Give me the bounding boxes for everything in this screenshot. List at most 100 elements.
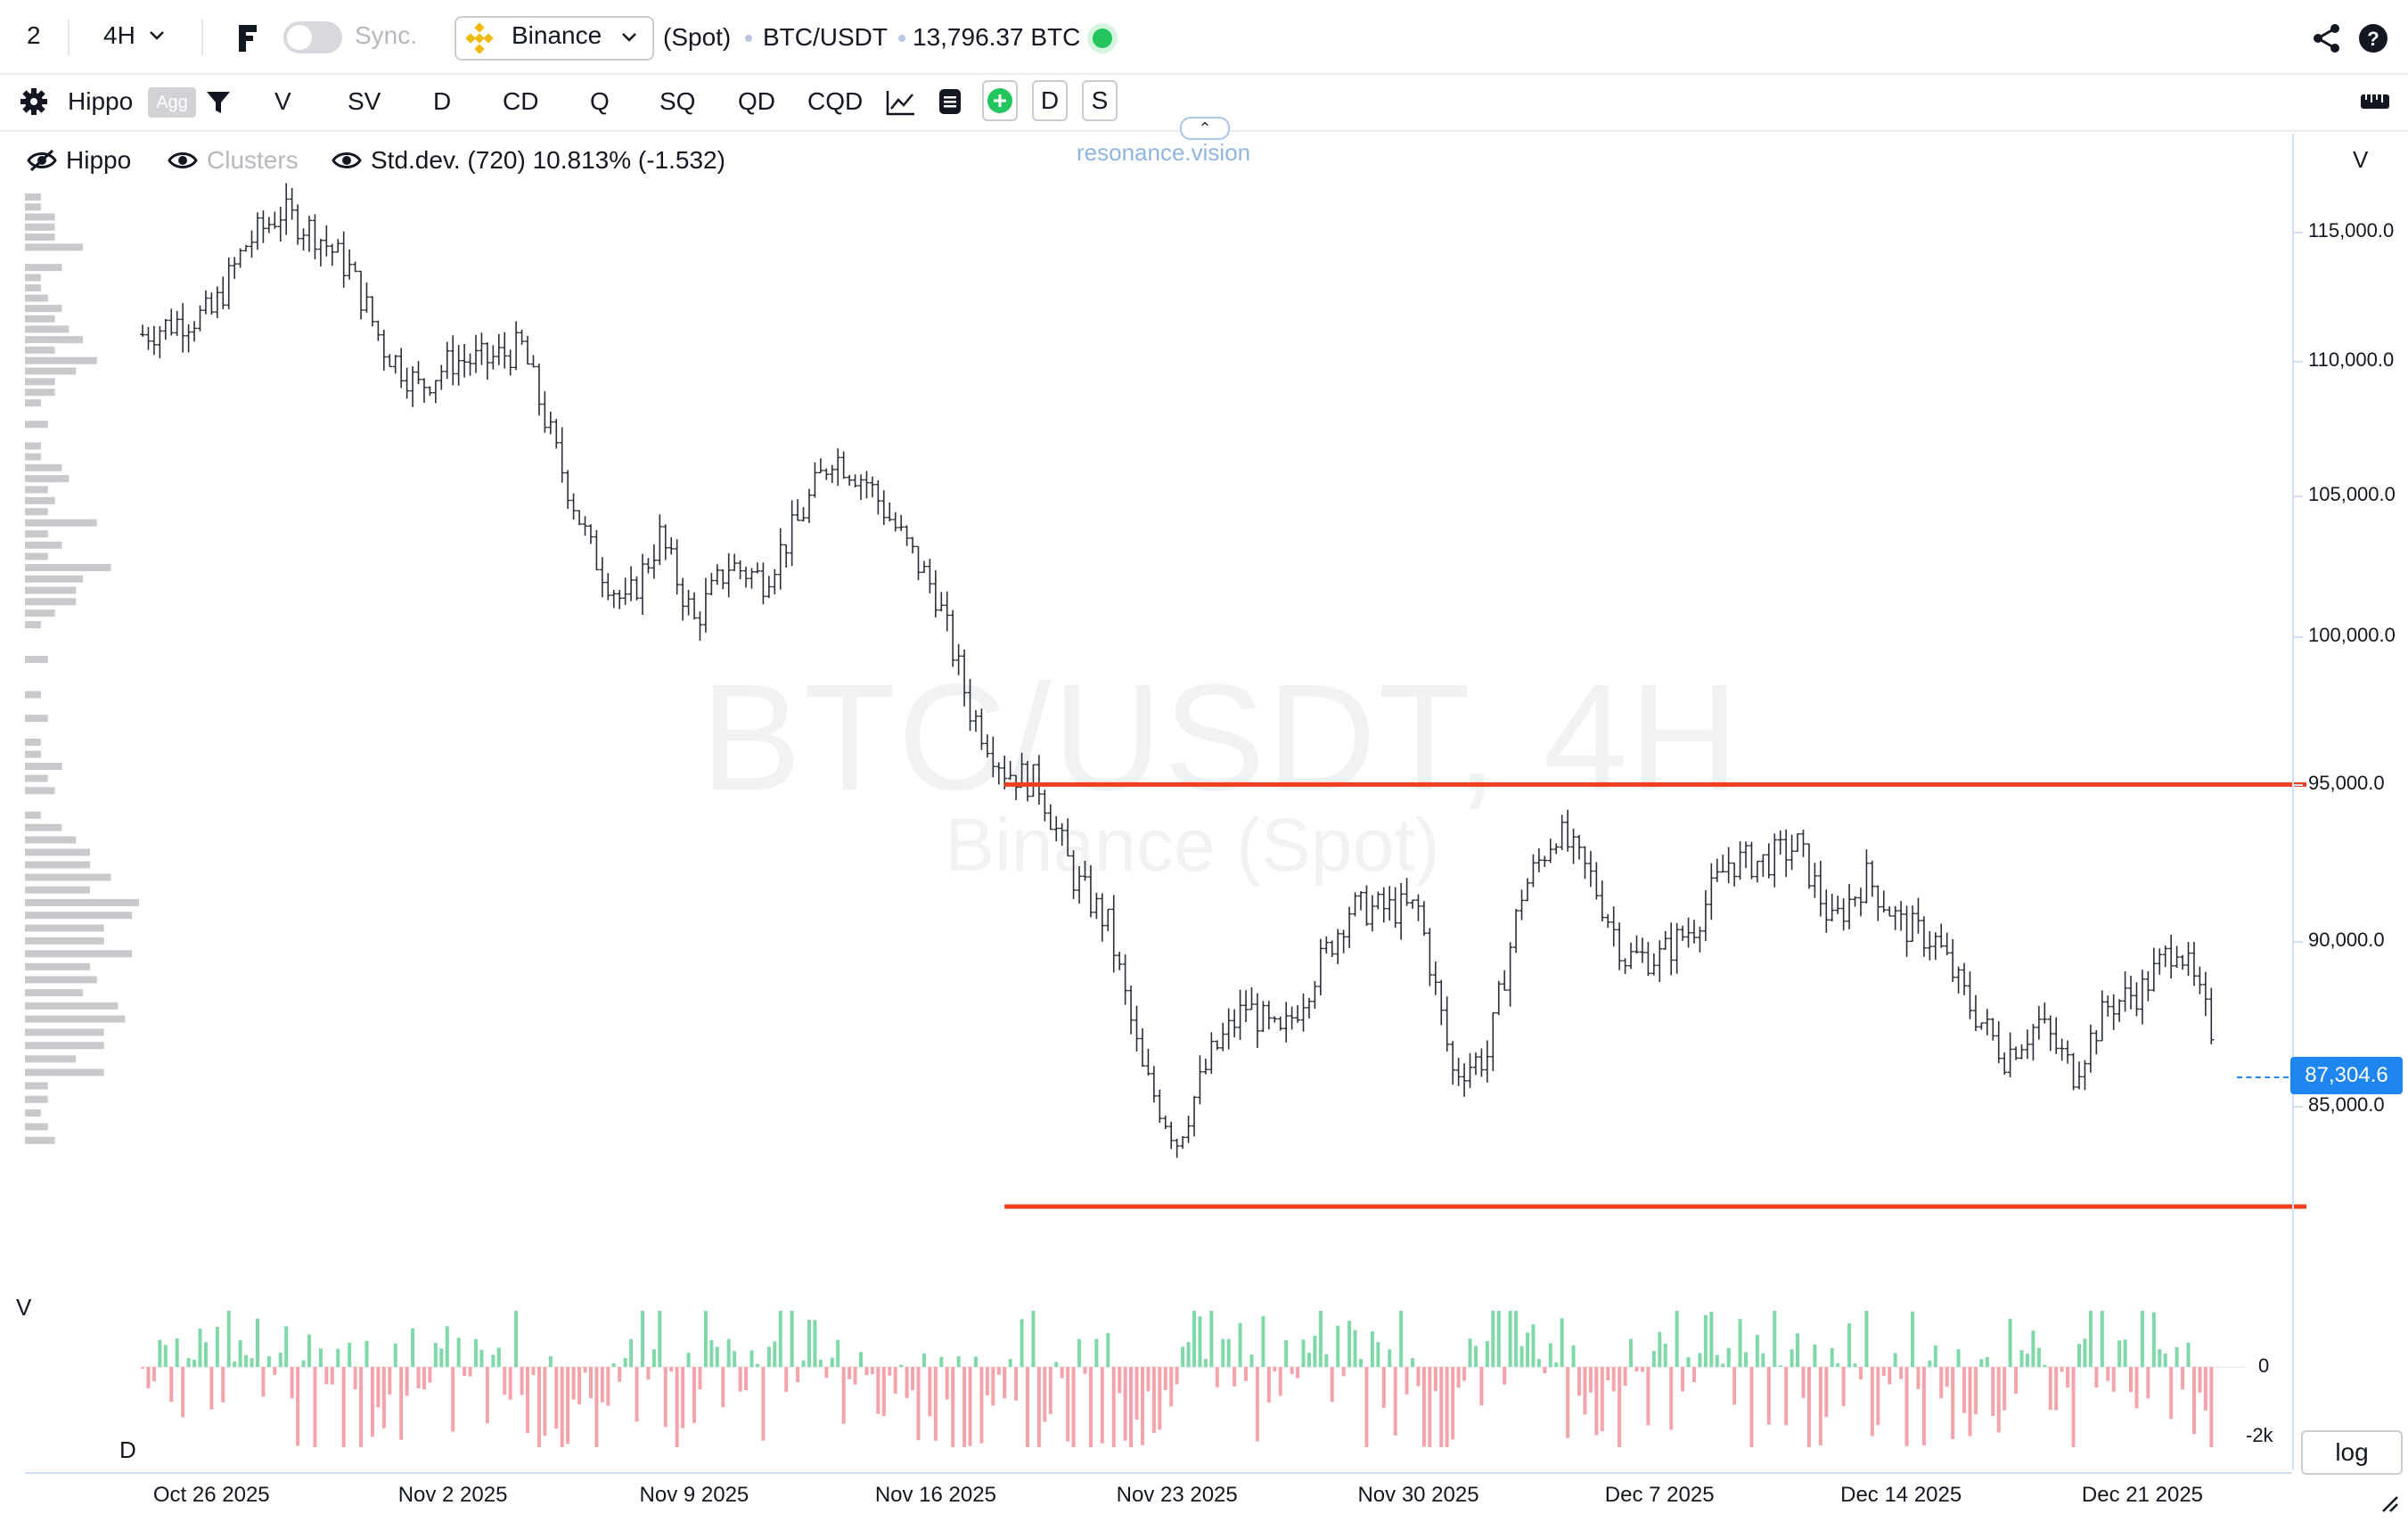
layout-count[interactable]: 2	[27, 21, 41, 49]
legend-clusters-label: Clusters	[207, 146, 299, 174]
ohlc-bar	[450, 335, 456, 386]
delta-bar	[1358, 1359, 1363, 1367]
delta-bar	[198, 1329, 202, 1367]
ohlc-bar	[754, 562, 760, 574]
toolbar-item-q[interactable]: Q	[590, 87, 610, 115]
ohlc-bar	[1962, 962, 1968, 995]
filter-icon[interactable]	[205, 89, 232, 116]
volume-profile-bar	[25, 274, 41, 282]
ohlc-bar	[1237, 989, 1243, 1041]
toolbar-item-sq[interactable]: SQ	[659, 87, 696, 115]
ohlc-bar	[634, 576, 640, 601]
ohlc-bar	[795, 499, 801, 521]
legend-stddev[interactable]: Std.dev. (720) 10.813% (-1.532)	[332, 146, 725, 175]
delta-bar	[2060, 1367, 2064, 1372]
delta-bar	[1726, 1347, 1731, 1367]
price-axis-tick	[2294, 232, 2303, 234]
delta-bar	[1066, 1367, 1070, 1442]
ohlc-bar	[1617, 922, 1623, 970]
delta-bar	[1060, 1367, 1064, 1379]
log-scale-button[interactable]: log	[2301, 1430, 2403, 1475]
ohlc-bar	[266, 217, 272, 233]
sync-label: Sync.	[355, 21, 418, 49]
delta-bar	[411, 1328, 415, 1367]
sync-toggle[interactable]	[283, 21, 342, 53]
delta-axis-zero: 0	[2258, 1354, 2270, 1377]
notes-icon[interactable]	[938, 87, 962, 116]
delta-bar	[1536, 1359, 1541, 1367]
add-indicator-button[interactable]	[982, 80, 1018, 121]
ohlc-bar	[1478, 1048, 1485, 1077]
interval-selector[interactable]: 4H	[103, 21, 168, 50]
ruler-icon[interactable]	[2360, 93, 2390, 110]
delta-bar	[1411, 1358, 1415, 1367]
delta-bar	[2186, 1342, 2191, 1367]
ohlc-bar	[1875, 885, 1881, 921]
ohlc-bar	[1921, 916, 1927, 957]
toolbar-item-sv[interactable]: SV	[348, 87, 381, 115]
drawing-tool-icon[interactable]	[237, 23, 260, 53]
delta-bar	[1169, 1367, 1174, 1407]
ohlc-bar	[869, 476, 875, 498]
ohlc-bar	[2191, 941, 2197, 986]
ohlc-bar	[725, 552, 732, 598]
ohlc-bar	[185, 323, 192, 353]
ohlc-bar	[1168, 1121, 1175, 1150]
delta-bar	[1669, 1367, 1674, 1430]
ohlc-bar	[1823, 889, 1830, 933]
ohlc-bar	[462, 343, 468, 378]
delta-bar	[703, 1311, 708, 1367]
delta-bar	[991, 1367, 995, 1406]
delta-bar	[1043, 1367, 1047, 1422]
volume-profile-bar	[25, 962, 90, 970]
toolbar-item-cqd[interactable]: CQD	[807, 87, 864, 115]
toolbar-item-qd[interactable]: QD	[738, 87, 775, 115]
delta-bar	[1703, 1314, 1708, 1367]
delta-bar	[1118, 1367, 1122, 1394]
delta-bar	[962, 1367, 967, 1447]
volume-profile-bar	[25, 762, 62, 770]
toolbar-item-v[interactable]: V	[274, 87, 291, 115]
eye-icon[interactable]	[168, 149, 198, 172]
resize-handle-icon[interactable]	[2379, 1493, 2401, 1515]
d-toggle-button[interactable]: D	[1032, 80, 1068, 121]
current-price-tag: 87,304.6	[2290, 1057, 2403, 1094]
legend-hippo[interactable]: Hippo	[27, 146, 131, 175]
delta-bar	[1634, 1367, 1639, 1372]
delta-bar	[1209, 1311, 1214, 1367]
delta-bar	[864, 1367, 869, 1376]
share-icon[interactable]	[2312, 23, 2342, 53]
toolbar-item-cd[interactable]: CD	[503, 87, 539, 115]
exchange-selector[interactable]	[455, 16, 654, 61]
delta-bar	[1870, 1367, 1874, 1436]
delta-bar	[353, 1367, 357, 1390]
ohlc-bar	[1887, 906, 1893, 917]
delta-bar	[1594, 1367, 1599, 1436]
agg-badge[interactable]: Agg	[148, 87, 196, 118]
eye-icon[interactable]	[332, 149, 362, 172]
delta-bar	[1766, 1367, 1771, 1425]
ohlc-bar	[932, 569, 938, 618]
ohlc-bar	[720, 569, 726, 590]
indicator-name[interactable]: Hippo	[68, 87, 134, 115]
toolbar-item-d[interactable]: D	[433, 87, 452, 115]
collapse-toolbar-button[interactable]: ⌃	[1180, 117, 1230, 140]
ohlc-bar	[1484, 1040, 1490, 1083]
settings-gear-icon[interactable]	[20, 87, 48, 116]
line-chart-icon[interactable]	[886, 89, 916, 116]
legend-clusters[interactable]: Clusters	[168, 146, 299, 175]
ohlc-bar	[1990, 1018, 1996, 1041]
delta-bar	[1921, 1367, 1926, 1446]
volume-profile-bar	[25, 233, 55, 241]
delta-bar	[1629, 1338, 1634, 1367]
volume-profile-bar	[25, 787, 55, 795]
chevron-down-icon	[622, 33, 636, 42]
symbol-name[interactable]: BTC/USDT	[763, 23, 888, 51]
ohlc-bar	[347, 249, 353, 280]
ohlc-bar	[1220, 1022, 1226, 1051]
delta-bar	[1485, 1340, 1489, 1367]
s-toggle-button[interactable]: S	[1082, 80, 1118, 121]
delta-bar	[520, 1367, 524, 1395]
eye-slash-icon[interactable]	[27, 149, 57, 172]
help-icon[interactable]: ?	[2358, 23, 2388, 53]
